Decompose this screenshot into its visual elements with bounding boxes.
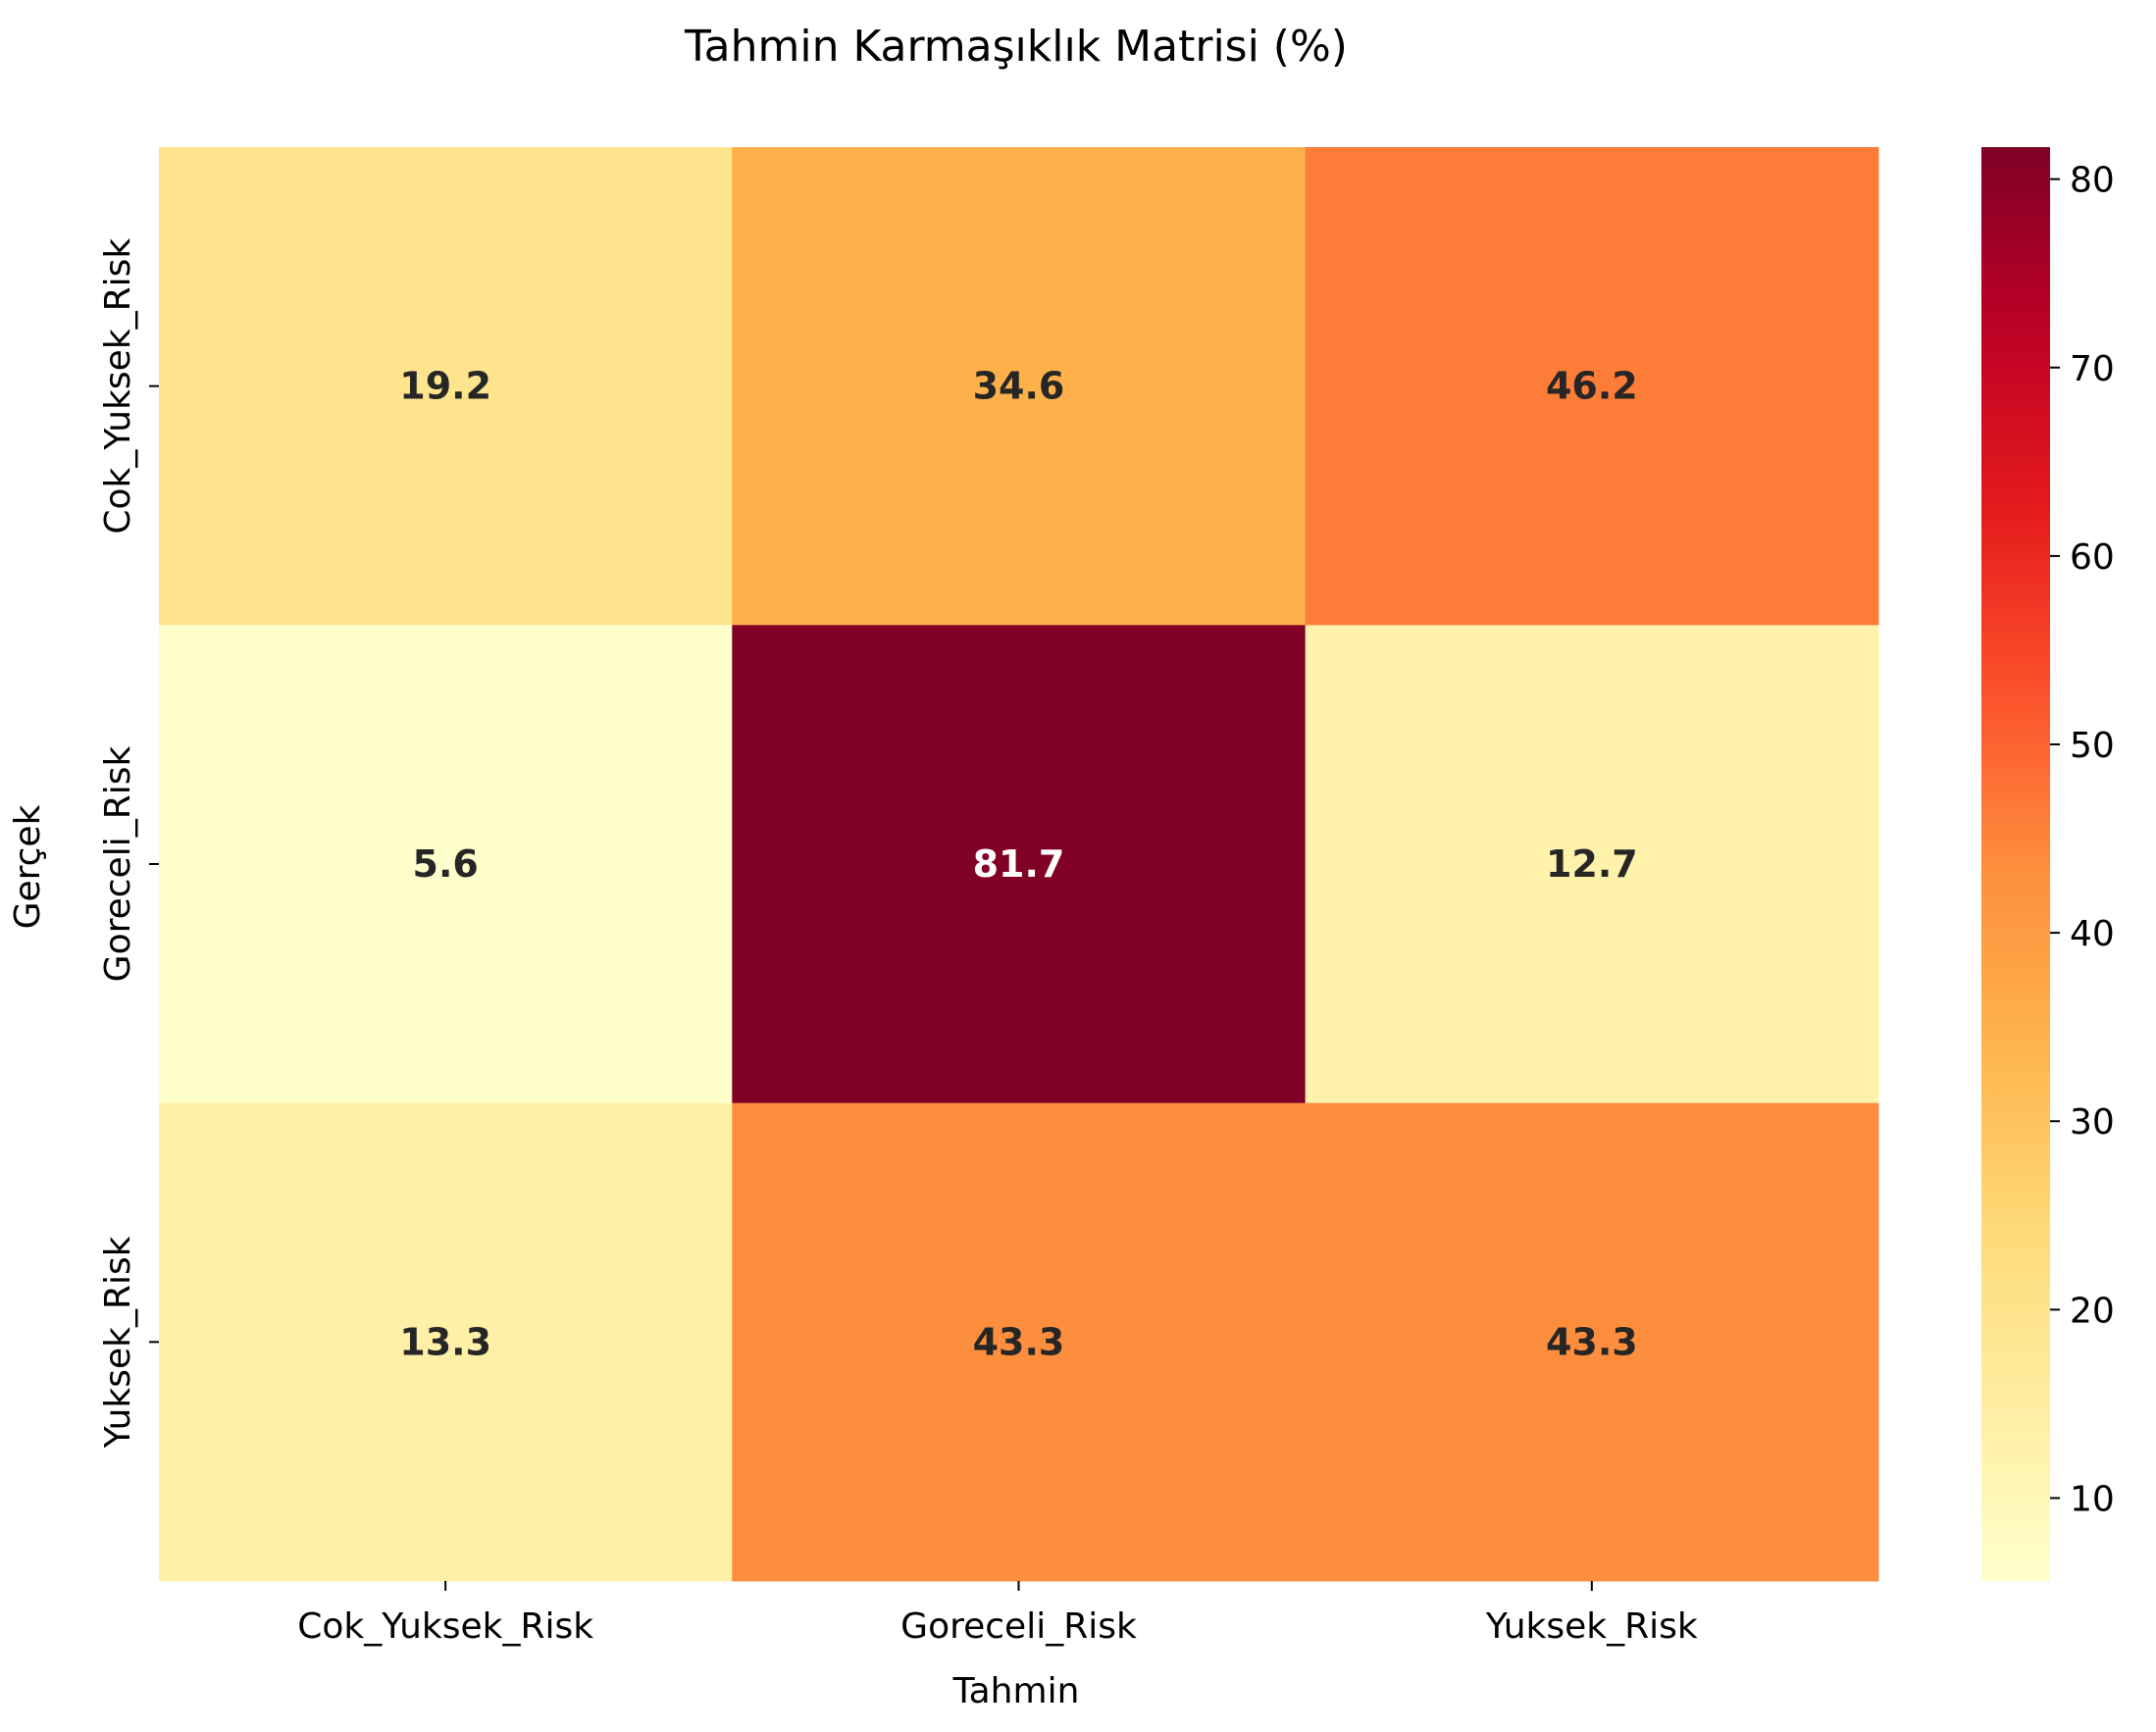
cell-value-label: 12.7 xyxy=(1546,842,1638,886)
chart-title: Tahmin Karmaşıklık Matrisi (%) xyxy=(684,22,1348,72)
x-axis: Cok_Yuksek_Risk Goreceli_Risk Yuksek_Risk xyxy=(297,1581,1698,1647)
cell-value-label: 34.6 xyxy=(973,365,1065,408)
cell-value-label: 81.7 xyxy=(973,842,1065,886)
cell-value-label: 5.6 xyxy=(413,842,479,886)
cell-value-label: 43.3 xyxy=(1546,1320,1638,1363)
colorbar-tick-label: 60 xyxy=(2070,537,2115,578)
y-tick-label: Goreceli_Risk xyxy=(98,746,138,983)
heatmap-cell xyxy=(1305,1102,1879,1582)
cell-value-label: 43.3 xyxy=(973,1320,1065,1363)
x-axis-label: Tahmin xyxy=(952,1671,1080,1711)
cell-value-label: 13.3 xyxy=(399,1320,491,1363)
colorbar-tick-label: 40 xyxy=(2070,914,2115,954)
heatmap-cells: 19.2 34.6 46.2 5.6 81.7 12.7 13.3 43.3 43.3 xyxy=(159,147,1879,1582)
colorbar-tick-label: 70 xyxy=(2070,349,2115,389)
heatmap-cell xyxy=(1305,625,1879,1104)
colorbar-tick-label: 30 xyxy=(2070,1102,2115,1143)
colorbar-tick-label: 20 xyxy=(2070,1291,2115,1331)
cell-value-label: 19.2 xyxy=(399,365,491,408)
colorbar-tick-label: 80 xyxy=(2070,161,2115,201)
colorbar: 10 20 30 40 50 60 70 80 xyxy=(1981,147,2115,1581)
heatmap-cell xyxy=(732,1102,1307,1582)
heatmap-cell xyxy=(159,147,733,626)
heatmap-cell xyxy=(159,625,733,1104)
y-axis-label: Gerçek xyxy=(8,804,48,929)
heatmap-cell xyxy=(159,1102,733,1582)
x-tick-label: Goreceli_Risk xyxy=(900,1606,1137,1647)
y-axis: Cok_Yuksek_Risk Goreceli_Risk Yuksek_Risk xyxy=(98,238,159,1449)
cell-value-label: 46.2 xyxy=(1546,365,1638,408)
colorbar-gradient xyxy=(1981,147,2050,1581)
x-tick-label: Yuksek_Risk xyxy=(1485,1606,1698,1647)
x-tick-label: Cok_Yuksek_Risk xyxy=(297,1606,593,1647)
y-tick-label: Cok_Yuksek_Risk xyxy=(98,238,138,535)
heatmap-cell xyxy=(732,147,1307,626)
heatmap-cell xyxy=(1305,147,1879,626)
colorbar-tick-label: 50 xyxy=(2070,726,2115,766)
y-tick-label: Yuksek_Risk xyxy=(98,1236,138,1449)
heatmap-cell xyxy=(732,625,1307,1104)
colorbar-tick-label: 10 xyxy=(2070,1479,2115,1519)
